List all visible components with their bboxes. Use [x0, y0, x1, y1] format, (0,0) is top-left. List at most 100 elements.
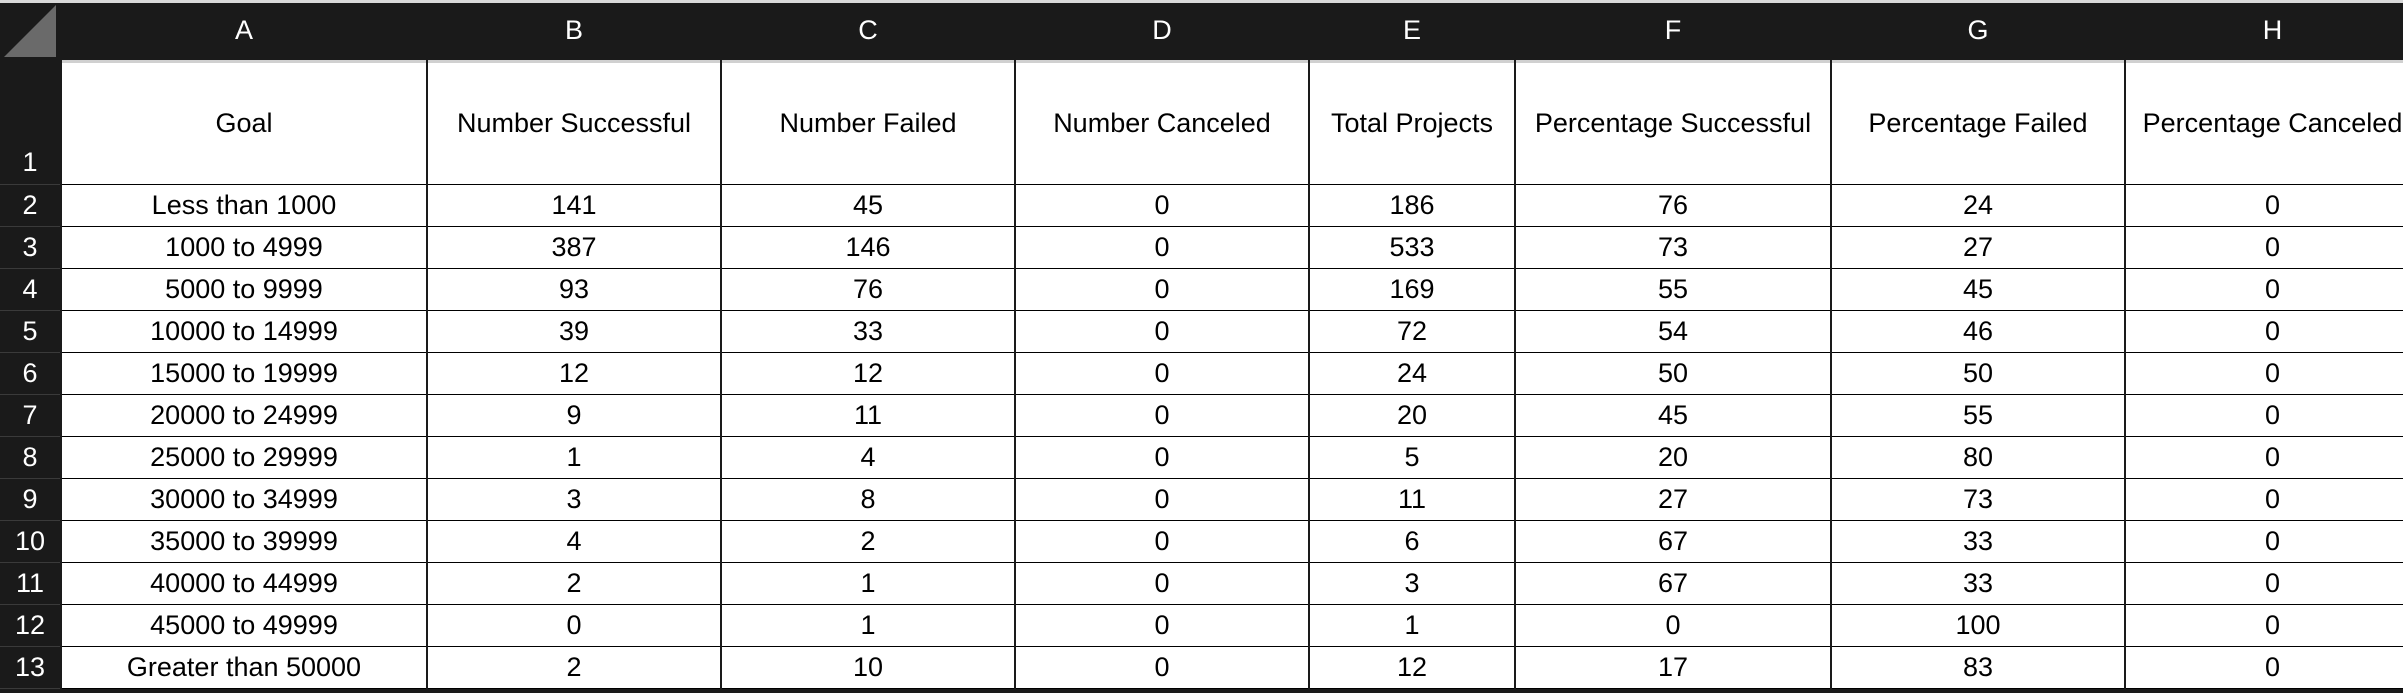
cell-b9[interactable]: 3 — [428, 479, 720, 521]
header-cell-e[interactable]: Total Projects — [1310, 63, 1514, 185]
cell-g11[interactable]: 33 — [1832, 563, 2124, 605]
cell-d2[interactable]: 0 — [1016, 185, 1308, 227]
column-header-h[interactable]: H — [2126, 0, 2403, 63]
cell-f4[interactable]: 55 — [1516, 269, 1830, 311]
column-header-b[interactable]: B — [428, 0, 720, 63]
cell-a12[interactable]: 45000 to 49999 — [62, 605, 426, 647]
select-all-corner[interactable] — [0, 0, 60, 63]
cell-f11[interactable]: 67 — [1516, 563, 1830, 605]
cell-d12[interactable]: 0 — [1016, 605, 1308, 647]
cell-d5[interactable]: 0 — [1016, 311, 1308, 353]
cell-a2[interactable]: Less than 1000 — [62, 185, 426, 227]
cell-c7[interactable]: 11 — [722, 395, 1014, 437]
cell-f8[interactable]: 20 — [1516, 437, 1830, 479]
cell-g13[interactable]: 83 — [1832, 647, 2124, 689]
row-header-7[interactable]: 7 — [0, 395, 60, 437]
cell-b10[interactable]: 4 — [428, 521, 720, 563]
cell-f9[interactable]: 27 — [1516, 479, 1830, 521]
cell-d10[interactable]: 0 — [1016, 521, 1308, 563]
row-header-6[interactable]: 6 — [0, 353, 60, 395]
column-header-a[interactable]: A — [62, 0, 426, 63]
cell-b4[interactable]: 93 — [428, 269, 720, 311]
cell-f13[interactable]: 17 — [1516, 647, 1830, 689]
cell-a9[interactable]: 30000 to 34999 — [62, 479, 426, 521]
cell-e2[interactable]: 186 — [1310, 185, 1514, 227]
cell-h6[interactable]: 0 — [2126, 353, 2403, 395]
cell-d6[interactable]: 0 — [1016, 353, 1308, 395]
header-cell-a[interactable]: Goal — [62, 63, 426, 185]
cell-c6[interactable]: 12 — [722, 353, 1014, 395]
cell-h7[interactable]: 0 — [2126, 395, 2403, 437]
cell-f7[interactable]: 45 — [1516, 395, 1830, 437]
cell-g2[interactable]: 24 — [1832, 185, 2124, 227]
cell-b2[interactable]: 141 — [428, 185, 720, 227]
cell-a10[interactable]: 35000 to 39999 — [62, 521, 426, 563]
row-header-11[interactable]: 11 — [0, 563, 60, 605]
cell-a5[interactable]: 10000 to 14999 — [62, 311, 426, 353]
cell-a4[interactable]: 5000 to 9999 — [62, 269, 426, 311]
row-header-2[interactable]: 2 — [0, 185, 60, 227]
cell-b13[interactable]: 2 — [428, 647, 720, 689]
cell-h4[interactable]: 0 — [2126, 269, 2403, 311]
cell-e3[interactable]: 533 — [1310, 227, 1514, 269]
cell-c9[interactable]: 8 — [722, 479, 1014, 521]
cell-h13[interactable]: 0 — [2126, 647, 2403, 689]
cell-h8[interactable]: 0 — [2126, 437, 2403, 479]
cell-h5[interactable]: 0 — [2126, 311, 2403, 353]
cell-c10[interactable]: 2 — [722, 521, 1014, 563]
header-cell-d[interactable]: Number Canceled — [1016, 63, 1308, 185]
row-header-4[interactable]: 4 — [0, 269, 60, 311]
cell-a7[interactable]: 20000 to 24999 — [62, 395, 426, 437]
cell-d13[interactable]: 0 — [1016, 647, 1308, 689]
cell-d4[interactable]: 0 — [1016, 269, 1308, 311]
cell-b12[interactable]: 0 — [428, 605, 720, 647]
row-header-9[interactable]: 9 — [0, 479, 60, 521]
row-header-12[interactable]: 12 — [0, 605, 60, 647]
cell-h3[interactable]: 0 — [2126, 227, 2403, 269]
header-cell-f[interactable]: Percentage Successful — [1516, 63, 1830, 185]
cell-e7[interactable]: 20 — [1310, 395, 1514, 437]
cell-g8[interactable]: 80 — [1832, 437, 2124, 479]
cell-c8[interactable]: 4 — [722, 437, 1014, 479]
row-header-8[interactable]: 8 — [0, 437, 60, 479]
cell-h11[interactable]: 0 — [2126, 563, 2403, 605]
header-cell-c[interactable]: Number Failed — [722, 63, 1014, 185]
cell-b6[interactable]: 12 — [428, 353, 720, 395]
cell-g4[interactable]: 45 — [1832, 269, 2124, 311]
cell-h10[interactable]: 0 — [2126, 521, 2403, 563]
cell-a8[interactable]: 25000 to 29999 — [62, 437, 426, 479]
cell-h2[interactable]: 0 — [2126, 185, 2403, 227]
cell-e9[interactable]: 11 — [1310, 479, 1514, 521]
cell-e12[interactable]: 1 — [1310, 605, 1514, 647]
cell-c3[interactable]: 146 — [722, 227, 1014, 269]
cell-b8[interactable]: 1 — [428, 437, 720, 479]
cell-c13[interactable]: 10 — [722, 647, 1014, 689]
cell-c4[interactable]: 76 — [722, 269, 1014, 311]
cell-f6[interactable]: 50 — [1516, 353, 1830, 395]
column-header-f[interactable]: F — [1516, 0, 1830, 63]
cell-b11[interactable]: 2 — [428, 563, 720, 605]
cell-e4[interactable]: 169 — [1310, 269, 1514, 311]
cell-e13[interactable]: 12 — [1310, 647, 1514, 689]
row-header-10[interactable]: 10 — [0, 521, 60, 563]
cell-c11[interactable]: 1 — [722, 563, 1014, 605]
cell-g5[interactable]: 46 — [1832, 311, 2124, 353]
cell-e5[interactable]: 72 — [1310, 311, 1514, 353]
row-header-5[interactable]: 5 — [0, 311, 60, 353]
cell-f3[interactable]: 73 — [1516, 227, 1830, 269]
row-header-13[interactable]: 13 — [0, 647, 60, 689]
cell-a13[interactable]: Greater than 50000 — [62, 647, 426, 689]
column-header-c[interactable]: C — [722, 0, 1014, 63]
cell-g6[interactable]: 50 — [1832, 353, 2124, 395]
cell-f2[interactable]: 76 — [1516, 185, 1830, 227]
cell-a6[interactable]: 15000 to 19999 — [62, 353, 426, 395]
cell-d9[interactable]: 0 — [1016, 479, 1308, 521]
cell-g9[interactable]: 73 — [1832, 479, 2124, 521]
cell-d7[interactable]: 0 — [1016, 395, 1308, 437]
cell-h9[interactable]: 0 — [2126, 479, 2403, 521]
cell-e6[interactable]: 24 — [1310, 353, 1514, 395]
cell-b3[interactable]: 387 — [428, 227, 720, 269]
cell-f5[interactable]: 54 — [1516, 311, 1830, 353]
cell-c12[interactable]: 1 — [722, 605, 1014, 647]
cell-c5[interactable]: 33 — [722, 311, 1014, 353]
